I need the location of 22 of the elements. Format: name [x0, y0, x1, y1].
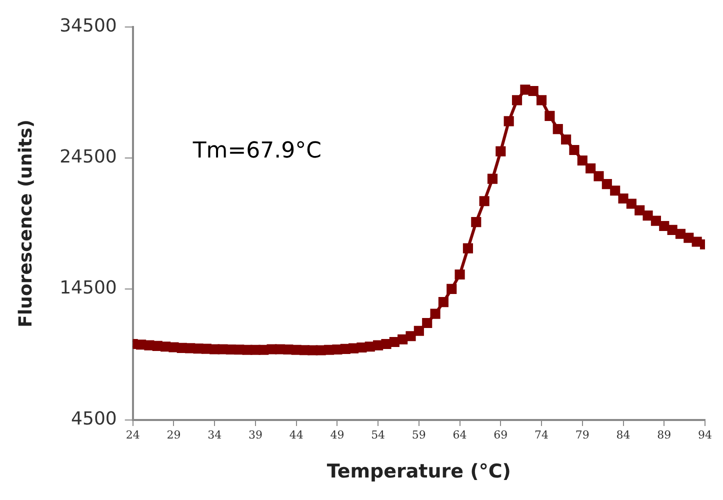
x-tick-label: 84: [616, 428, 630, 442]
x-tick-label: 64: [452, 428, 467, 442]
x-tick-label: 59: [412, 428, 426, 442]
x-tick-label: 34: [208, 428, 222, 442]
x-tick-label: 54: [371, 428, 386, 442]
x-tick-label: 39: [248, 428, 262, 442]
x-tick-label: 94: [698, 428, 712, 442]
annotation: Tm=67.9°C: [192, 138, 322, 164]
x-tick-label: 79: [575, 428, 590, 442]
x-tick-label: 29: [166, 428, 181, 442]
y-tick-label: 24500: [60, 146, 117, 168]
x-axis-title: Temperature (°C): [326, 460, 511, 483]
y-tick-label: 34500: [60, 15, 117, 36]
y-axis-title: Fluorescence (units): [15, 119, 36, 328]
x-tick-label: 89: [657, 428, 672, 442]
x-tick-label: 24: [126, 428, 140, 442]
x-tick-label: 74: [534, 428, 549, 442]
y-tick-label: 14500: [60, 278, 117, 299]
x-tick-label: 49: [330, 428, 344, 442]
y-tick-label: 4500: [71, 408, 117, 430]
x-tick-label: 69: [494, 428, 508, 442]
x-tick-label: 44: [289, 428, 304, 442]
